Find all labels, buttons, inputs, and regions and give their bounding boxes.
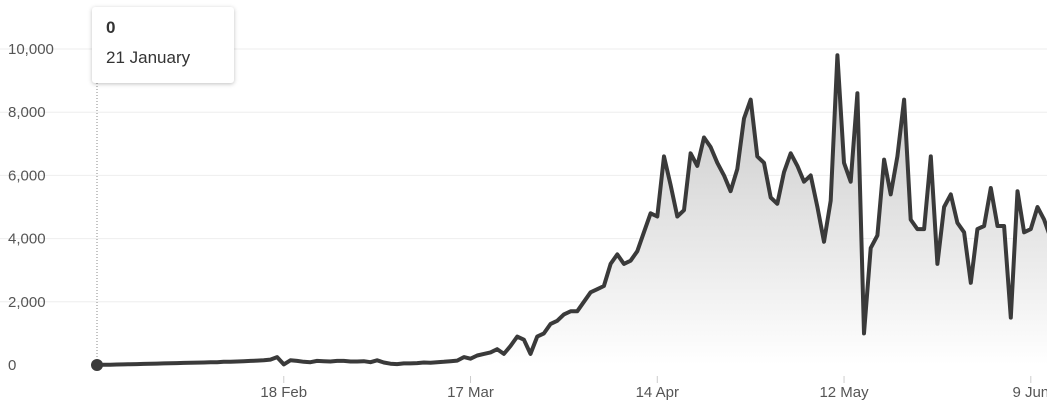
y-tick-label: 6,000 <box>8 167 46 184</box>
x-tick-label: 18 Feb <box>260 384 307 401</box>
x-tick-label: 17 Mar <box>447 384 494 401</box>
series-area-fill <box>97 55 1047 365</box>
x-axis: 18 Feb 17 Mar 14 Apr 12 May 9 Jun <box>260 376 1047 401</box>
x-tick-label: 12 May <box>819 384 869 401</box>
series-line[interactable] <box>96 53 1047 367</box>
x-tick-label: 14 Apr <box>636 384 679 401</box>
tooltip: 0 21 January <box>92 7 234 83</box>
y-tick-label: 0 <box>8 357 16 374</box>
x-tick-label: 9 Jun <box>1012 384 1047 401</box>
tooltip-date: 21 January <box>106 48 191 67</box>
tooltip-value: 0 <box>106 18 116 37</box>
y-tick-label: 4,000 <box>8 231 46 248</box>
y-tick-label: 8,000 <box>8 104 46 121</box>
y-tick-label: 10,000 <box>8 41 54 58</box>
hover-point-marker <box>91 359 103 371</box>
y-tick-label: 2,000 <box>8 294 46 311</box>
y-axis: 0 2,000 4,000 6,000 8,000 10,000 <box>8 41 54 374</box>
